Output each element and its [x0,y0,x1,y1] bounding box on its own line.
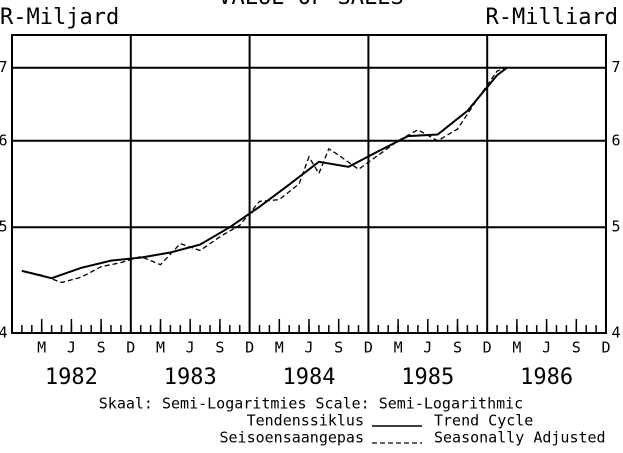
y-tick-label: 5 [0,218,8,236]
legend-label: Seasonally Adjusted [434,429,606,447]
x-tick-label: J [542,339,551,357]
y-tick-label: 6 [0,131,8,149]
x-tick-label: D [364,339,373,357]
x-tick-label: J [186,339,195,357]
x-tick-label: D [601,339,610,357]
x-tick-label: J [67,339,76,357]
x-tick-label: S [334,339,343,357]
series-line [21,67,508,284]
y-tick-label: 4 [0,324,8,342]
series-line [21,66,508,280]
x-tick-label: S [572,339,581,357]
chart-title: VALUE OF SALES [218,0,403,10]
y-tick-label-right: 7 [611,58,620,76]
year-label: 1983 [164,365,217,390]
year-label: 1985 [401,365,454,390]
y-tick-label-right: 6 [611,131,620,149]
year-label: 1984 [283,365,336,390]
x-tick-label: M [512,339,521,357]
x-tick-label: M [156,339,165,357]
y-axis-label-left: R-Miljard [0,5,119,30]
legend-label-af: Tendenssiklus [247,412,364,430]
x-tick-label: J [304,339,313,357]
x-tick-label: S [453,339,462,357]
y-tick-label-right: 4 [611,324,620,342]
y-tick-label: 7 [0,58,8,76]
x-tick-label: M [275,339,284,357]
year-label: 1982 [45,365,98,390]
x-tick-label: M [394,339,403,357]
x-tick-label: J [423,339,432,357]
x-tick-label: D [126,339,135,357]
legend-label-af: Seisoensaangepas [220,429,365,447]
year-label: 1986 [520,365,573,390]
x-tick-label: D [483,339,492,357]
x-tick-label: S [215,339,224,357]
y-tick-label-right: 5 [611,218,620,236]
plot-frame [11,34,607,334]
x-tick-label: S [97,339,106,357]
y-axis-label-right: R-Milliard [486,5,618,30]
x-tick-label: D [245,339,254,357]
legend-label: Trend Cycle [434,412,533,430]
scale-note: Skaal: Semi-Logaritmies Scale: Semi-Loga… [99,395,523,413]
x-tick-label: M [37,339,46,357]
